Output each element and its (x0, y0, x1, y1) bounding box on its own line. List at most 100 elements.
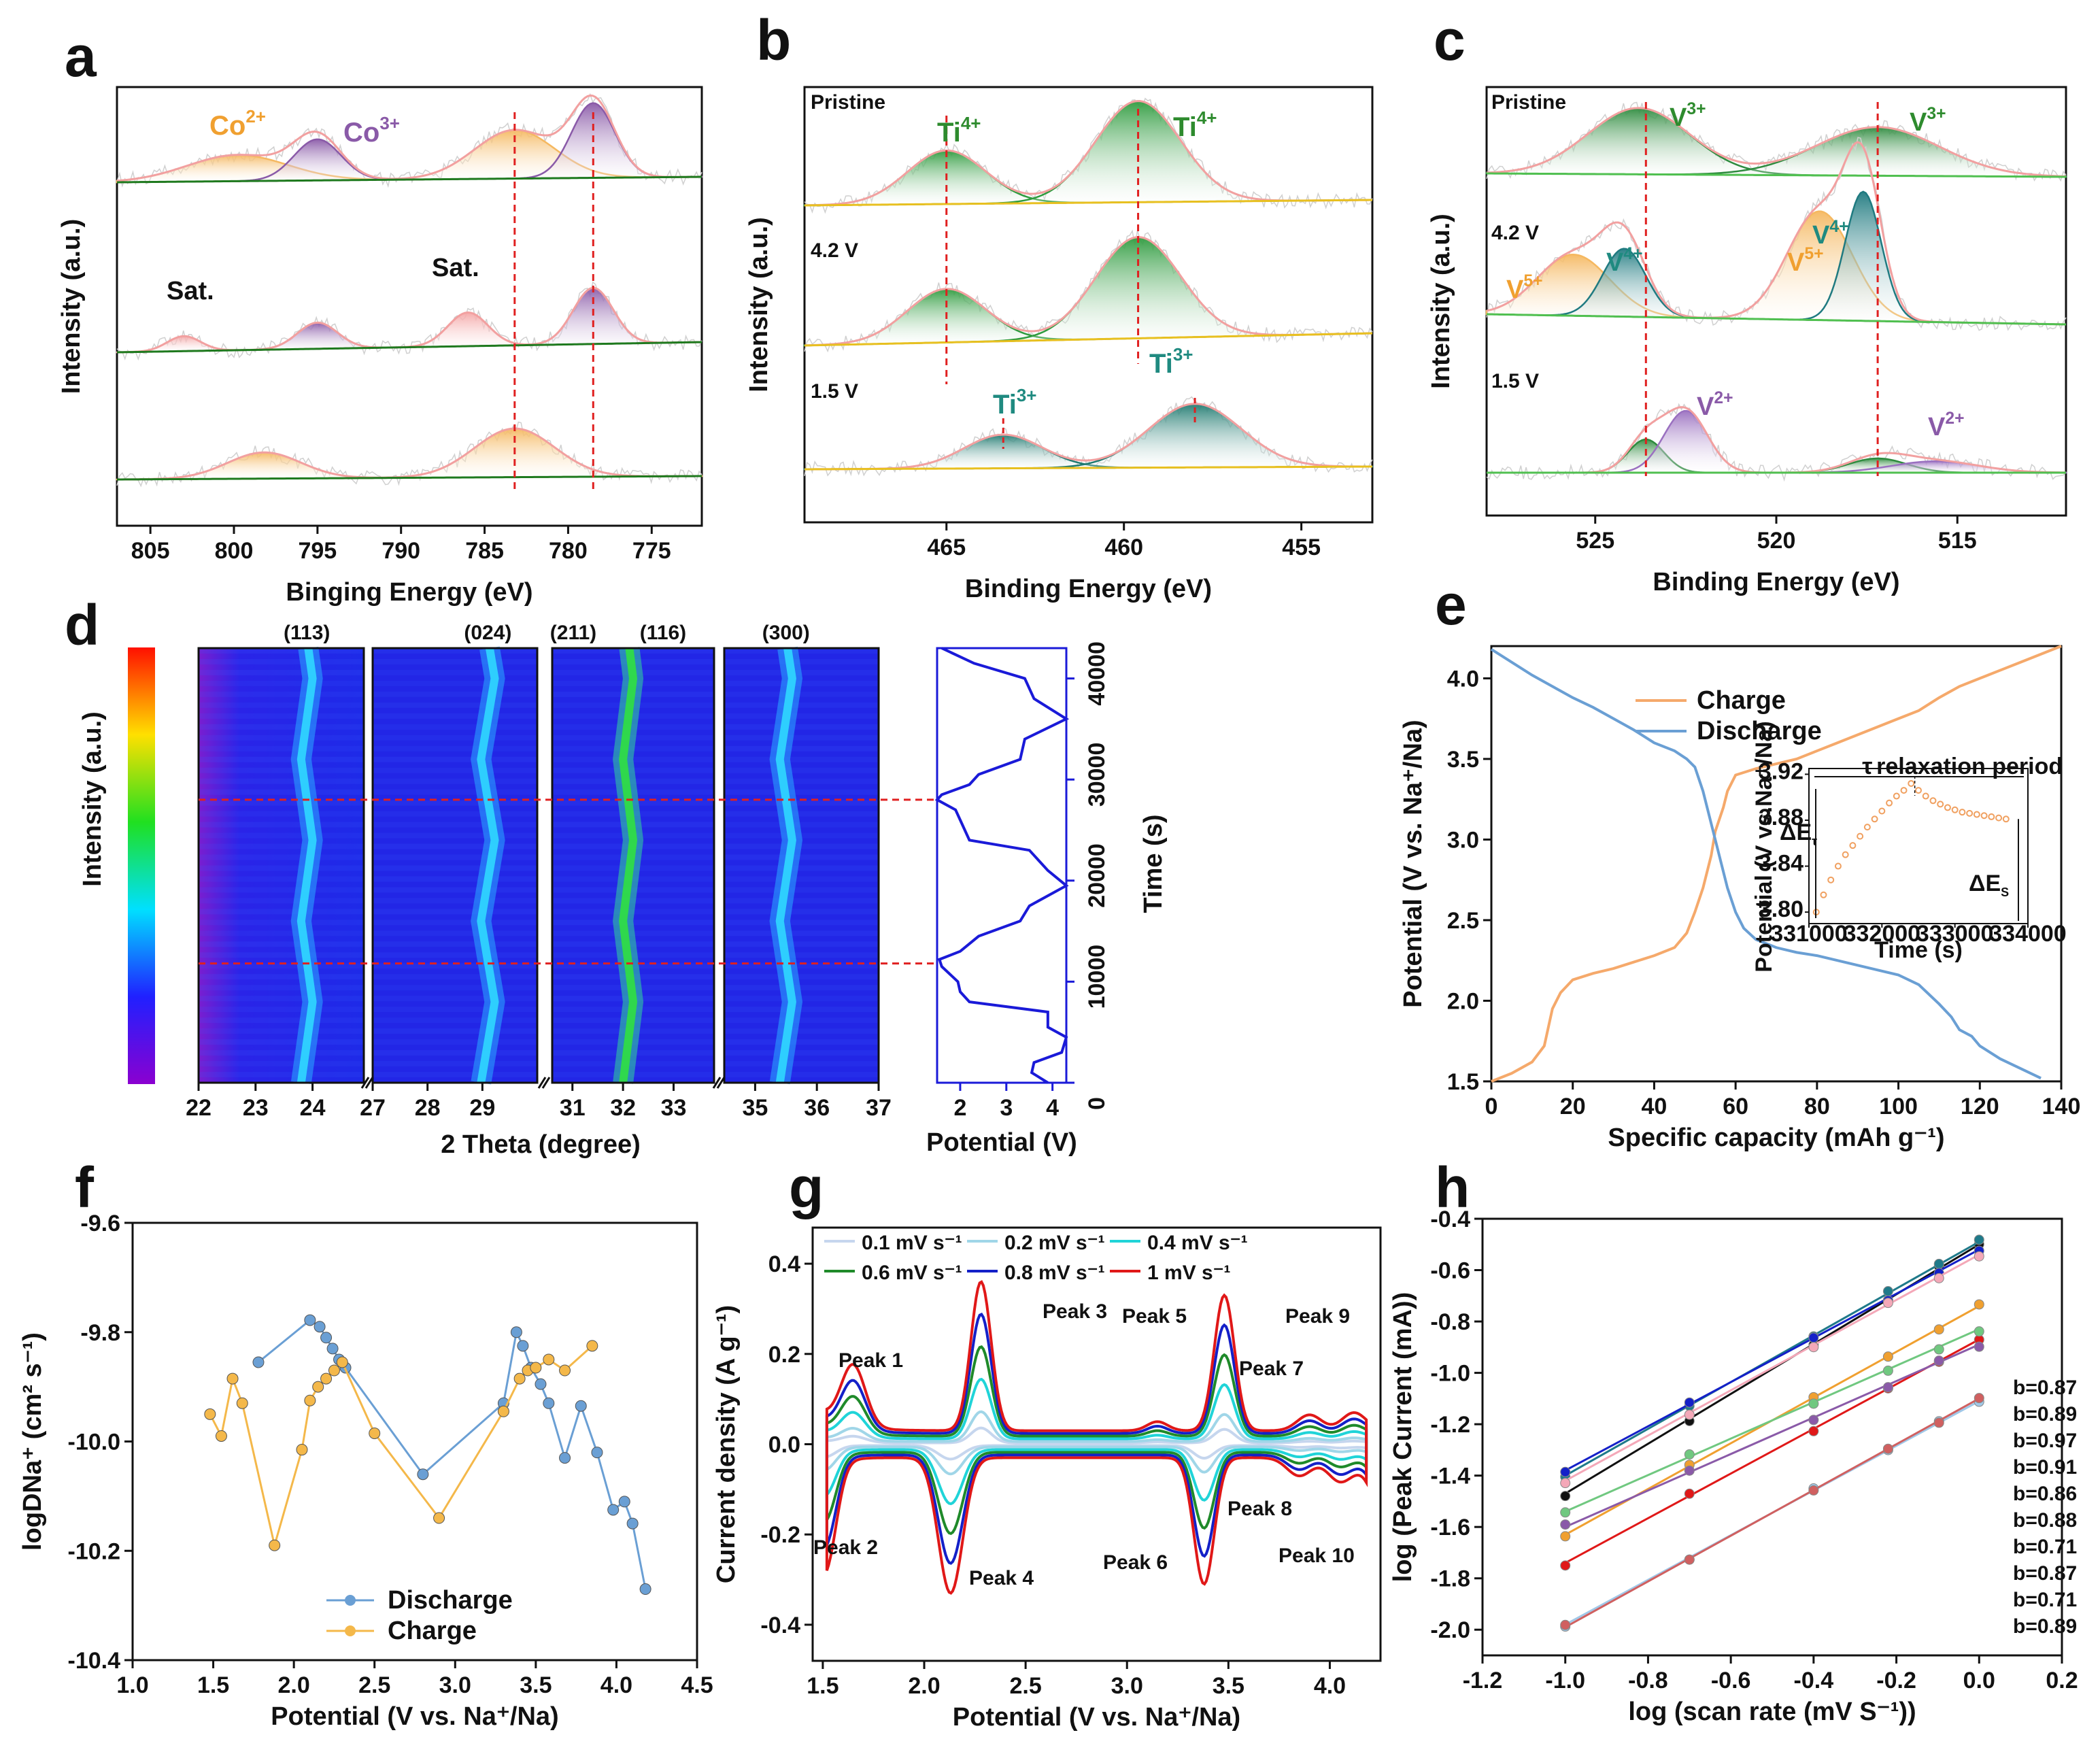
fit-envelope (1487, 406, 2067, 474)
heatmap-band (199, 920, 364, 926)
data-point (513, 1372, 526, 1385)
heatmap-background (724, 648, 879, 1083)
panel-b-x-tick-label: 455 (1282, 535, 1321, 560)
fit-envelope (116, 427, 702, 481)
heatmap-band (199, 724, 364, 730)
panel-a-x-tick-label: 775 (632, 538, 671, 564)
inset-data-point (1988, 813, 1995, 820)
e-x-tick-label: 60 (1723, 1094, 1748, 1119)
heatmap-band (373, 822, 537, 828)
heatmap-band (724, 1017, 879, 1024)
state-label-4v2: 4.2 V (1491, 222, 1539, 244)
data-point (1882, 1365, 1893, 1376)
time-tick-label: 30000 (1084, 743, 1110, 807)
h-y-axis-label: log (Peak Current (mA)) (1389, 1292, 1417, 1582)
e-x-tick-label: 100 (1879, 1094, 1918, 1119)
data-point (607, 1504, 620, 1516)
data-point (1684, 1465, 1695, 1476)
heatmap-band (199, 658, 364, 664)
f-x-axis-label: Potential (V vs. Na⁺/Na) (271, 1702, 558, 1731)
b-value-label: b=0.89 (2013, 1615, 2077, 1638)
b-value-label: b=0.71 (2013, 1589, 2077, 1611)
ti4-label-2: Ti4+ (1173, 107, 1217, 142)
heatmap-band (199, 1028, 364, 1034)
miller-index-label: (300) (762, 622, 810, 644)
b-value-label: b=0.91 (2013, 1456, 2077, 1479)
heatmap-band (199, 691, 364, 697)
heatmap-band (724, 1007, 879, 1013)
miller-index-label: (113) (284, 622, 330, 644)
time-axis-label: Time (s) (1139, 814, 1168, 913)
data-point (497, 1405, 509, 1417)
axis-break-mark (716, 1077, 726, 1089)
time-tick-label: 20000 (1084, 843, 1110, 908)
h-x-axis-label: log (scan rate (mV S⁻¹)) (1628, 1698, 1916, 1726)
data-point (1560, 1619, 1571, 1630)
inset-data-point (1871, 815, 1878, 823)
heatmap-band (199, 985, 364, 991)
panel-e-frame (1490, 645, 2063, 1083)
potential-axis-label: Potential (V) (926, 1128, 1077, 1157)
data-point (1684, 1554, 1695, 1565)
heatmap-band (373, 1039, 537, 1045)
heatmap-band (199, 887, 364, 893)
diffraction-peak-trace (619, 647, 638, 1083)
heatmap-band (724, 756, 879, 762)
data-point (1882, 1443, 1893, 1454)
data-point (1933, 1258, 1944, 1269)
heatmap-band (373, 680, 537, 686)
data-point (312, 1381, 324, 1393)
inset-relax-label: relaxation period (1876, 754, 2063, 779)
h-x-tick-label: -1.2 (1463, 1668, 1503, 1693)
panel-g: 1.5 2.0 2.5 3.0 3.5 4.0 -0.4 -0.2 0.0 0.2 0.4 Poten… (712, 1156, 1382, 1732)
inset-y-tick-label: 3.84 (1759, 851, 1803, 877)
state-label-pristine: Pristine (1491, 91, 1566, 114)
heatmap-band (373, 898, 537, 904)
inset-data-point (1937, 800, 1944, 808)
data-point (320, 1372, 333, 1385)
heatmap-band (724, 865, 879, 871)
v4-label-1: V4+ (1606, 245, 1643, 277)
d-x-tick-label: 32 (610, 1095, 636, 1121)
inset-data-point (1863, 824, 1871, 831)
data-point (326, 1343, 339, 1355)
fitted-peak (1487, 409, 2066, 474)
data-point (304, 1394, 316, 1406)
b-value-label: b=0.89 (2013, 1403, 2077, 1426)
inset-delta-e-tau-label: ΔEτ (1780, 820, 1817, 848)
data-point (530, 1362, 542, 1374)
g-x-tick-label: 3.5 (1213, 1673, 1244, 1699)
h-y-tick-label: -1.0 (1430, 1361, 1470, 1387)
ti3-label-2: Ti3+ (1149, 344, 1193, 379)
heatmap-band (199, 930, 364, 937)
heatmap-band (724, 735, 879, 741)
panel-a-x-tick-label: 800 (215, 538, 254, 564)
colorbar-label: Intensity (a.u.) (78, 711, 107, 887)
g-y-tick-label: 0.0 (768, 1432, 800, 1458)
e-x-tick-label: 140 (2042, 1094, 2081, 1119)
ti3-label-1: Ti3+ (993, 385, 1036, 420)
data-point (1808, 1342, 1819, 1353)
heatmap-band (724, 822, 879, 828)
inset-data-point (1908, 779, 1915, 787)
data-point (1560, 1466, 1571, 1477)
miller-index-label: (024) (464, 622, 511, 644)
h-x-tick-label: -1.0 (1545, 1668, 1585, 1693)
heatmap-band (373, 756, 537, 762)
panel-label-g: g (789, 1156, 824, 1219)
intensity-colorbar (128, 647, 155, 1084)
inset-data-point (1834, 862, 1842, 870)
heatmap-band (724, 1028, 879, 1034)
data-point (575, 1400, 587, 1412)
heatmap-band (724, 898, 879, 904)
baseline-curve (116, 175, 702, 184)
baseline-curve (804, 199, 1373, 207)
v5-label-2: V5+ (1787, 245, 1824, 277)
heatmap-band (373, 985, 537, 991)
peak-label-10: Peak 10 (1278, 1545, 1355, 1567)
fit-line (1564, 1253, 1980, 1482)
inset-x-tick-label: 333000 (1916, 921, 1993, 947)
g-x-tick-label: 4.0 (1314, 1673, 1346, 1699)
data-point (1933, 1355, 1944, 1366)
heatmap-band (373, 941, 537, 947)
